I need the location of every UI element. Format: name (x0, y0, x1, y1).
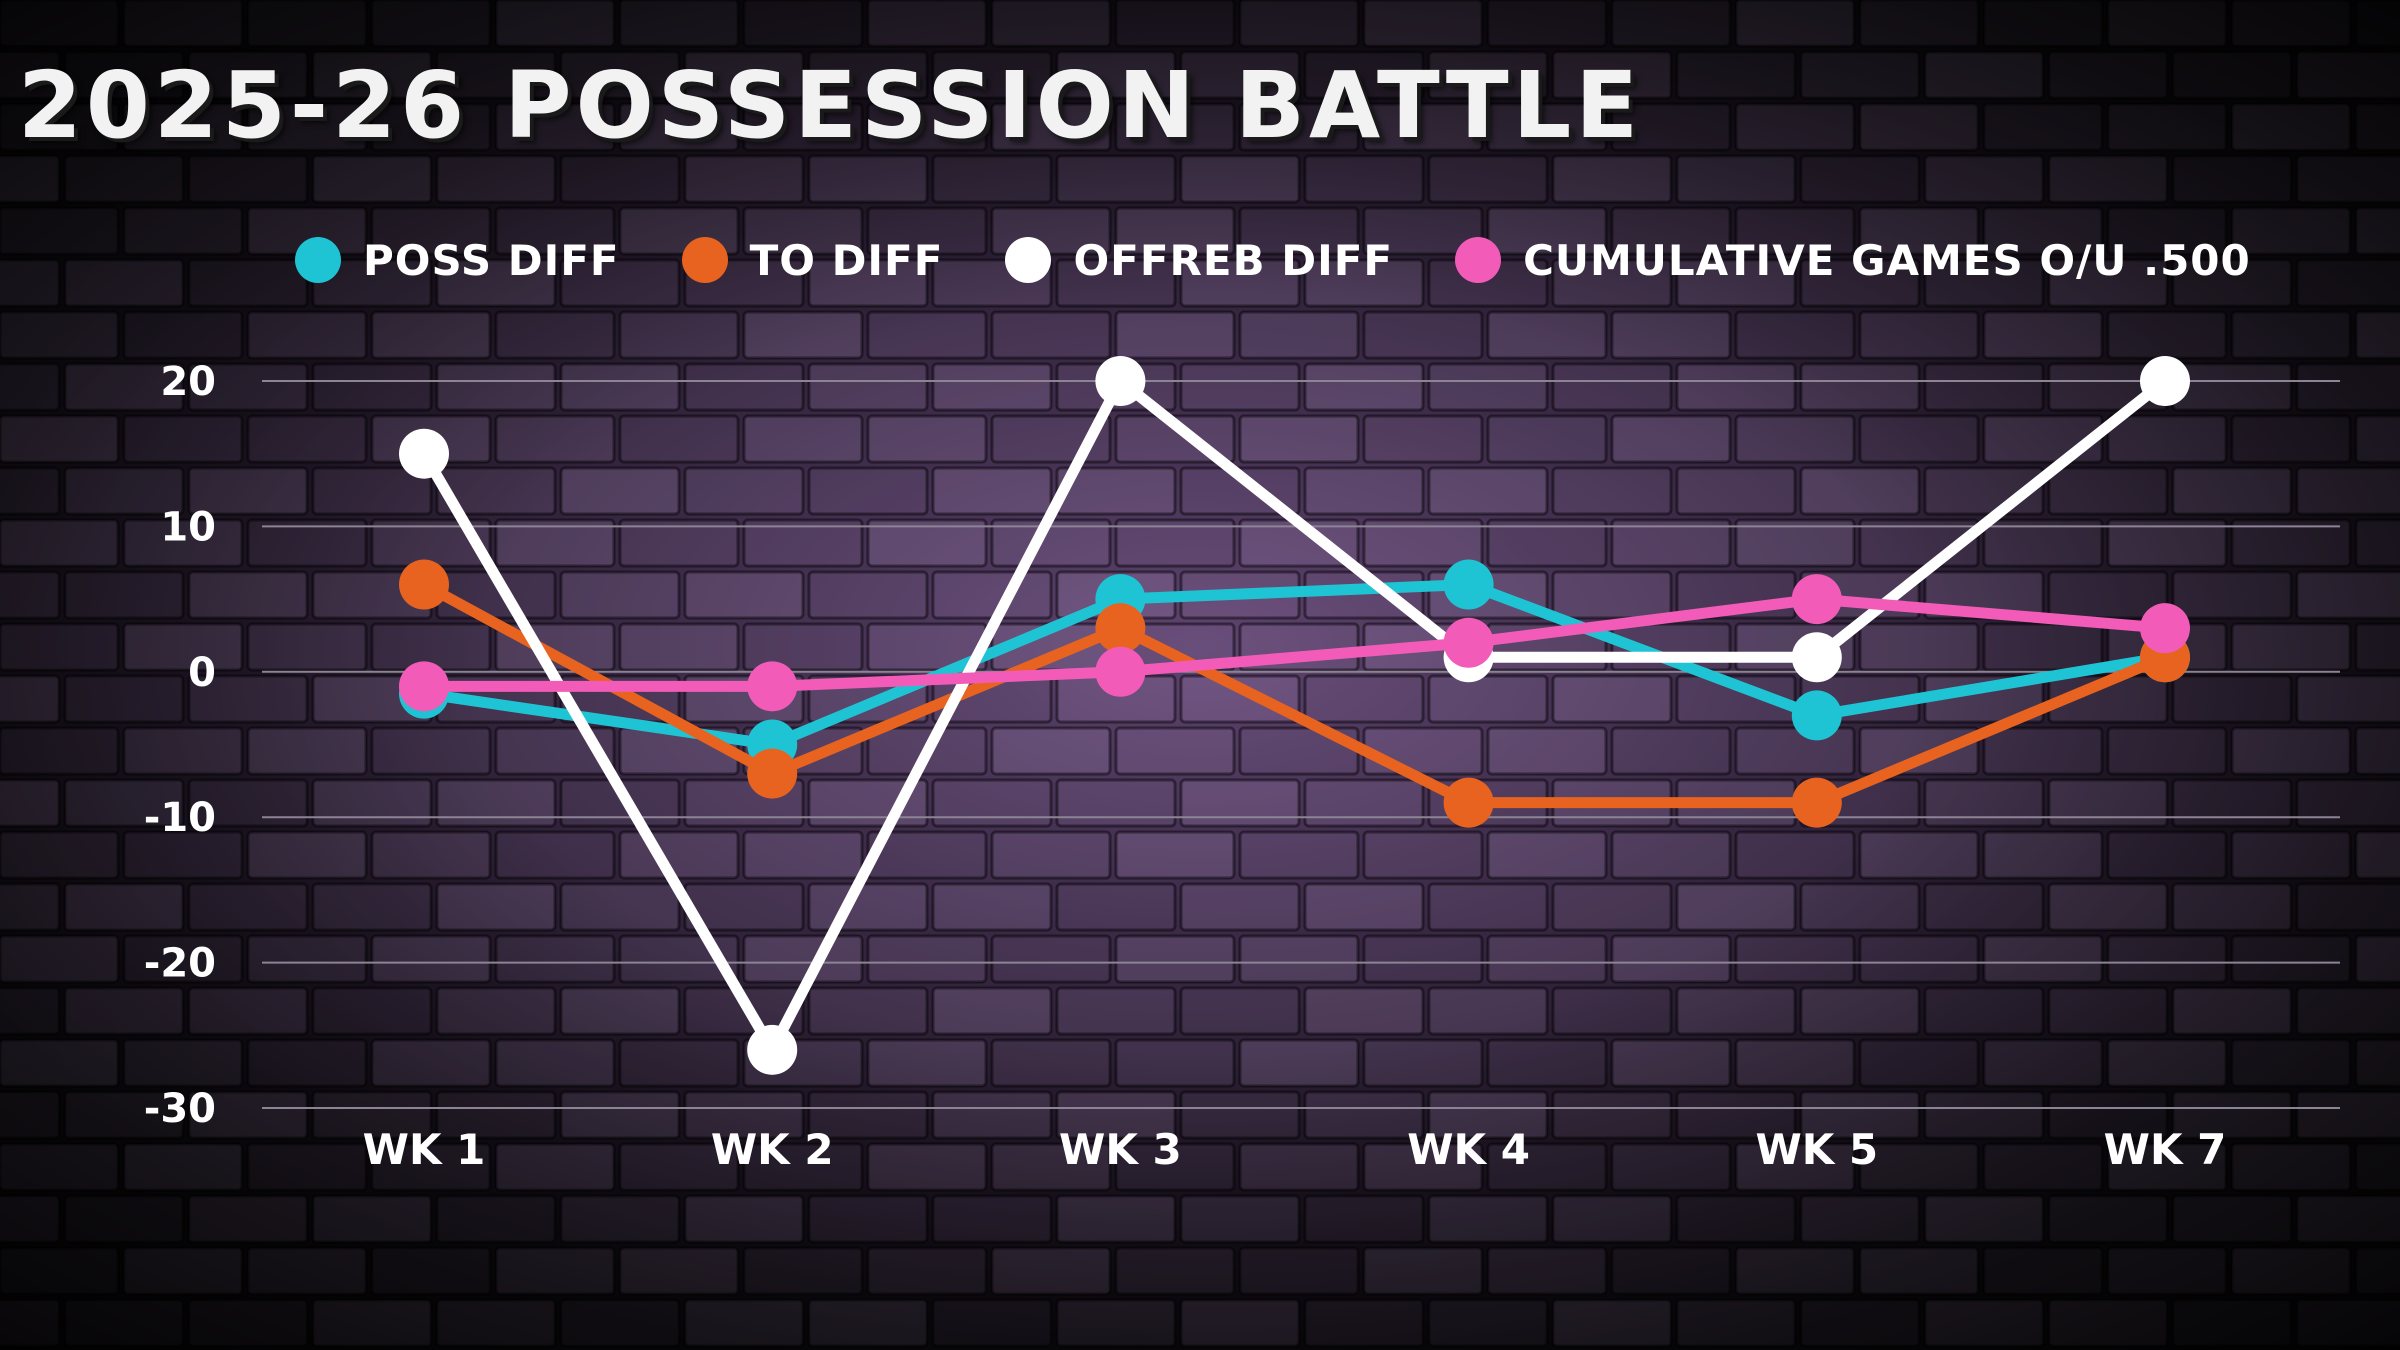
y-tick-label: -20 (144, 941, 216, 987)
data-point (1443, 777, 1494, 828)
data-point (1095, 646, 1146, 697)
legend-item: OFFREB DIFF (1005, 236, 1393, 285)
data-point (2140, 603, 2190, 654)
data-point (399, 661, 449, 712)
series-line (418, 579, 2171, 809)
data-point (747, 1024, 798, 1075)
legend-item: CUMULATIVE GAMES O/U .500 (1455, 236, 2251, 285)
y-tick-label: -30 (144, 1086, 216, 1132)
data-point (1095, 356, 1146, 406)
data-point (747, 748, 798, 799)
data-point (399, 428, 449, 479)
x-tick-label: WK 5 (1755, 1125, 1878, 1174)
data-point (1443, 559, 1494, 610)
data-point (747, 661, 798, 712)
data-point (1791, 777, 1842, 828)
y-tick-label: 10 (160, 504, 216, 550)
x-tick-label: WK 3 (1059, 1125, 1182, 1174)
data-point (1791, 632, 1842, 683)
series-line (418, 375, 2171, 1056)
data-point (399, 559, 449, 610)
legend-item: TO DIFF (681, 235, 944, 285)
data-point (1791, 690, 1842, 741)
data-point (1443, 617, 1494, 668)
legend-swatch (681, 237, 728, 283)
legend-item: POSS DIFF (295, 236, 620, 285)
y-tick-label: 0 (188, 650, 216, 696)
y-tick-label: -10 (144, 795, 216, 841)
series-line (418, 593, 2171, 692)
legend-swatch (1005, 237, 1052, 283)
legend-label: CUMULATIVE GAMES O/U .500 (1523, 235, 2251, 285)
legend-label: POSS DIFF (363, 235, 620, 285)
legend: POSS DIFF TO DIFF OFFREB DIFF CUMULATIVE GA… (295, 228, 2251, 292)
chart-title: 2025-26 POSSESSION BATTLE (17, 52, 1643, 159)
legend-swatch (1455, 237, 1502, 283)
x-tick-label: WK 4 (1407, 1125, 1530, 1174)
legend-label: TO DIFF (749, 235, 944, 285)
x-tick-label: WK 1 (363, 1125, 486, 1174)
x-tick-label: WK 2 (711, 1125, 834, 1174)
x-tick-label: WK 7 (2104, 1125, 2227, 1174)
legend-swatch (295, 237, 341, 283)
data-point (1095, 603, 1146, 654)
data-point (1791, 574, 1842, 625)
data-point (2140, 356, 2190, 406)
legend-label: OFFREB DIFF (1073, 235, 1394, 285)
y-tick-label: 20 (160, 359, 216, 405)
